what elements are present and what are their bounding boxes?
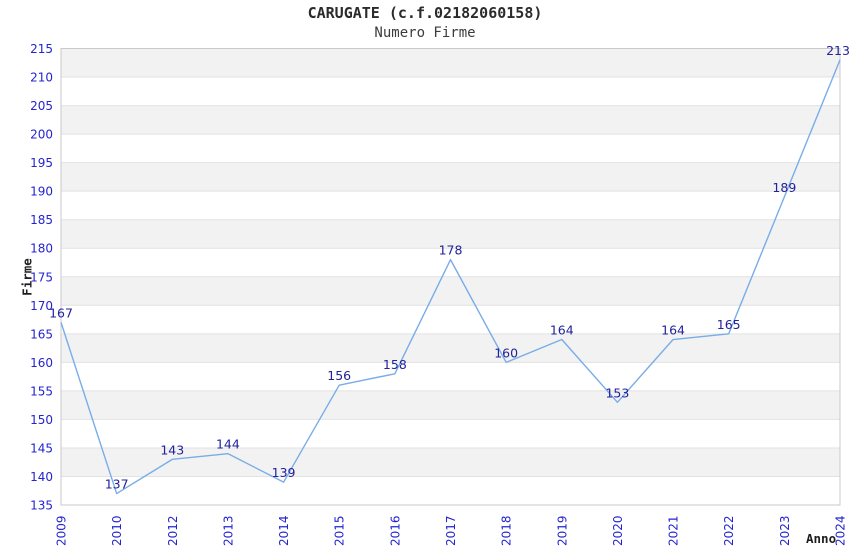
data-point-label: 178	[439, 243, 463, 258]
y-tick-label: 215	[30, 42, 53, 56]
plot-band	[61, 476, 840, 505]
y-tick-label: 160	[30, 356, 53, 370]
data-point-label: 139	[272, 465, 296, 480]
data-point-label: 143	[160, 442, 184, 457]
y-tick-label: 195	[30, 156, 53, 170]
data-point-label: 213	[826, 43, 850, 58]
plot-band	[61, 248, 840, 277]
x-tick-label: 2017	[444, 515, 458, 546]
y-tick-label: 135	[30, 499, 53, 513]
plot-band	[61, 390, 840, 420]
y-tick-label: 200	[30, 128, 53, 142]
plot-border	[60, 48, 841, 506]
x-tick-label: 2009	[55, 515, 69, 546]
x-tick-label: 2013	[221, 515, 235, 546]
x-tick-label: 2023	[778, 515, 792, 546]
plot-band	[61, 191, 840, 220]
plot-band	[61, 276, 840, 306]
plot-band	[61, 48, 840, 78]
y-tick-label: 180	[30, 242, 53, 256]
plot-band	[61, 333, 840, 363]
plot-band	[61, 162, 840, 192]
plot-band	[61, 447, 840, 477]
x-tick-label: 2024	[834, 515, 848, 546]
x-tick-label: 2015	[333, 515, 347, 546]
y-tick-label: 140	[30, 470, 53, 484]
data-point-label: 160	[494, 345, 518, 360]
plot-band	[61, 362, 840, 391]
data-point-label: 189	[772, 180, 796, 195]
x-tick-label: 2014	[277, 515, 291, 546]
data-point-label: 165	[717, 317, 741, 332]
x-tick-label: 2022	[722, 515, 736, 546]
x-tick-label: 2021	[667, 515, 681, 546]
y-tick-label: 165	[30, 327, 53, 341]
data-point-label: 153	[605, 385, 629, 400]
x-tick-label: 2016	[388, 515, 402, 546]
x-tick-label: 2020	[611, 515, 625, 546]
y-tick-label: 170	[30, 299, 53, 313]
plot-band	[61, 305, 840, 334]
plot-band	[61, 105, 840, 135]
chart-title: CARUGATE (c.f.02182060158)	[307, 4, 543, 22]
chart-subtitle: Numero Firme	[374, 25, 476, 41]
y-tick-label: 190	[30, 185, 53, 199]
data-line	[60, 59, 841, 495]
y-axis-title: Firme	[19, 258, 35, 296]
y-tick-label: 205	[30, 99, 53, 113]
plot-band	[61, 77, 840, 106]
data-point-label: 164	[661, 323, 685, 338]
y-tick-label: 145	[30, 441, 53, 455]
x-tick-label: 2018	[500, 515, 514, 546]
data-point-label: 158	[383, 357, 407, 372]
data-point-label: 167	[49, 305, 73, 320]
y-tick-label: 185	[30, 213, 53, 227]
data-point-label: 164	[550, 323, 574, 338]
plot-band	[61, 219, 840, 249]
y-tick-label: 150	[30, 413, 53, 427]
x-axis-title: Anno	[806, 531, 837, 546]
y-tick-label: 210	[30, 71, 53, 85]
plot-band	[61, 134, 840, 163]
x-tick-label: 2019	[555, 515, 569, 546]
data-point-label: 156	[327, 368, 351, 383]
x-tick-label: 2010	[110, 515, 124, 546]
y-tick-label: 155	[30, 384, 53, 398]
data-point-label: 137	[105, 477, 129, 492]
plot-band	[61, 419, 840, 448]
data-point-label: 144	[216, 437, 240, 452]
y-tick-label: 175	[30, 270, 53, 284]
x-tick-label: 2012	[166, 515, 180, 546]
